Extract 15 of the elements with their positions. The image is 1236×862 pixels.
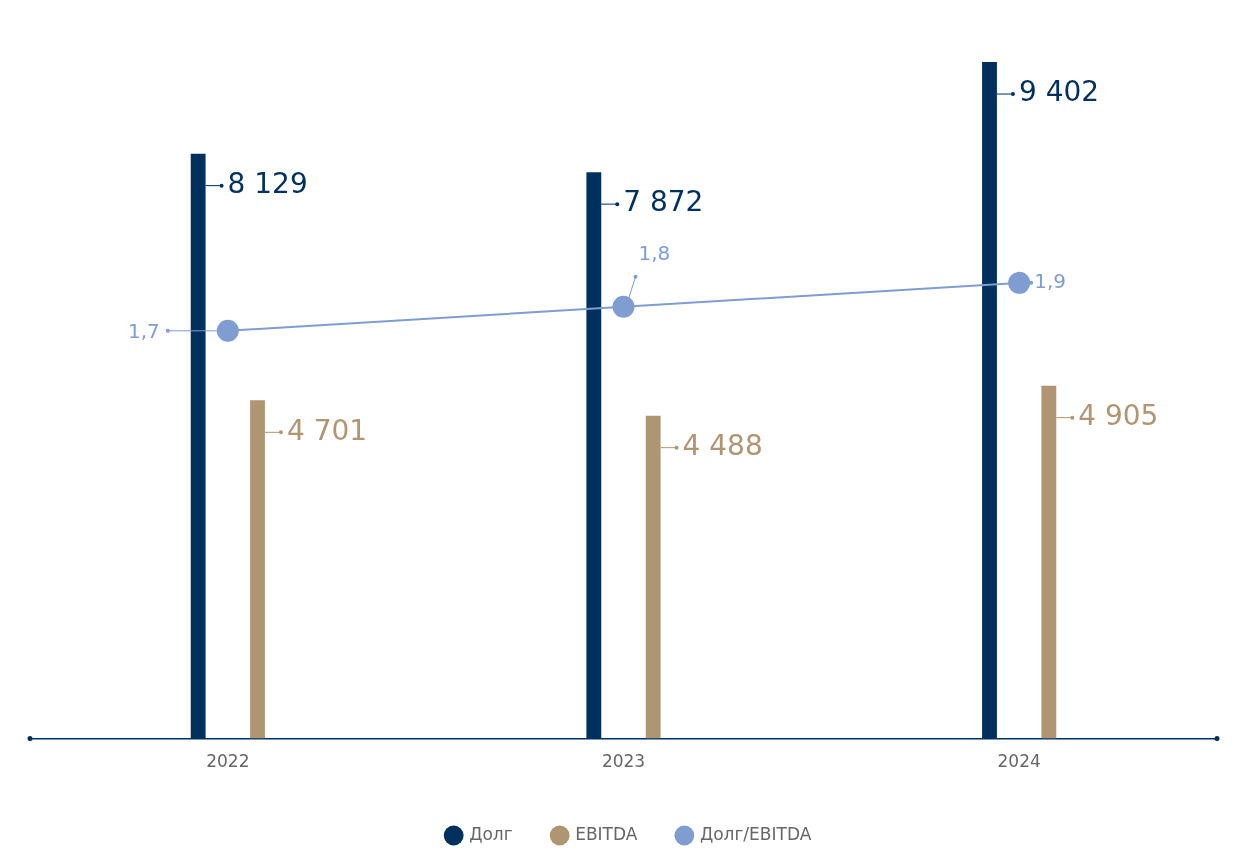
legend-label: Долг [469, 823, 513, 844]
x-tick-label: 2022 [206, 751, 250, 772]
x-tick-label: 2023 [601, 751, 646, 772]
data-label: 8 129 [227, 166, 308, 200]
data-label: 1,7 [128, 319, 160, 344]
data-label: 4 488 [682, 428, 763, 462]
legend-label: EBITDA [575, 823, 638, 844]
legend-label: Долг/EBITDA [699, 823, 812, 844]
data-label: 9 402 [1018, 75, 1100, 109]
data-label: 1,9 [1034, 269, 1066, 294]
data-label: 1,8 [638, 241, 671, 266]
data-label: 7 872 [623, 185, 704, 219]
x-tick-label: 2024 [997, 751, 1041, 772]
data-label: 4 905 [1078, 398, 1159, 432]
data-label: 4 701 [286, 413, 368, 447]
